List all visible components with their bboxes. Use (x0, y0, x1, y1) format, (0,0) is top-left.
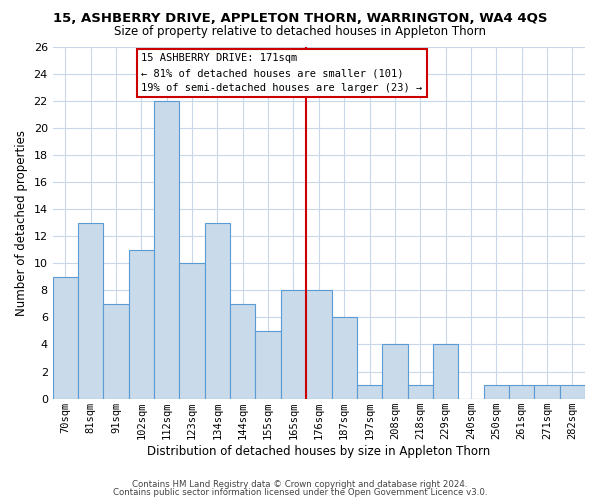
Bar (103, 304, 129, 398)
Bar (560, 385, 585, 398)
Bar (433, 344, 458, 399)
Bar (281, 290, 306, 399)
Bar (154, 100, 179, 399)
Bar (407, 385, 433, 398)
Text: 15 ASHBERRY DRIVE: 171sqm
← 81% of detached houses are smaller (101)
19% of semi: 15 ASHBERRY DRIVE: 171sqm ← 81% of detac… (142, 54, 422, 93)
Bar (535, 385, 560, 398)
Text: Size of property relative to detached houses in Appleton Thorn: Size of property relative to detached ho… (114, 25, 486, 38)
Bar (306, 290, 332, 399)
Text: Contains public sector information licensed under the Open Government Licence v3: Contains public sector information licen… (113, 488, 487, 497)
Text: 15, ASHBERRY DRIVE, APPLETON THORN, WARRINGTON, WA4 4QS: 15, ASHBERRY DRIVE, APPLETON THORN, WARR… (53, 12, 547, 26)
Bar (332, 318, 357, 398)
Bar (129, 250, 154, 398)
Bar (382, 344, 407, 399)
Y-axis label: Number of detached properties: Number of detached properties (15, 130, 28, 316)
Bar (53, 277, 78, 398)
Bar (230, 304, 256, 398)
Bar (179, 263, 205, 398)
Bar (484, 385, 509, 398)
X-axis label: Distribution of detached houses by size in Appleton Thorn: Distribution of detached houses by size … (147, 444, 490, 458)
Bar (357, 385, 382, 398)
Bar (509, 385, 535, 398)
Text: Contains HM Land Registry data © Crown copyright and database right 2024.: Contains HM Land Registry data © Crown c… (132, 480, 468, 489)
Bar (256, 331, 281, 398)
Bar (205, 222, 230, 398)
Bar (78, 222, 103, 398)
